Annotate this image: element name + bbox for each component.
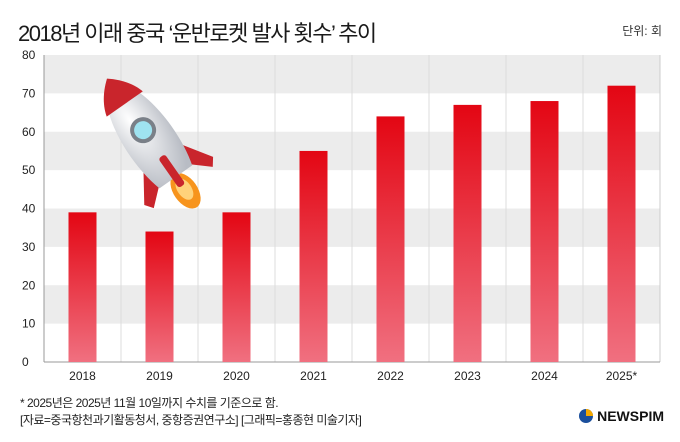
y-tick-label: 50 <box>22 163 36 177</box>
chart-title: 2018년 이래 중국 ‘운반로켓 발사 횟수’ 추이 <box>18 21 377 46</box>
y-tick-label: 20 <box>22 278 36 292</box>
y-tick-label: 30 <box>22 240 36 254</box>
rocket-illustration <box>103 78 214 209</box>
y-tick-label: 40 <box>22 202 36 216</box>
x-tick-label: 2020 <box>223 369 250 383</box>
logo-icon <box>579 409 594 423</box>
bar-2020 <box>222 212 251 362</box>
bar-2025 <box>607 85 636 362</box>
x-tick-label: 2025* <box>606 369 638 383</box>
bar-2019 <box>145 231 174 362</box>
x-tick-label: 2018 <box>69 369 96 383</box>
y-tick-label: 70 <box>22 86 36 100</box>
x-tick-label: 2023 <box>454 369 481 383</box>
y-tick-label: 60 <box>22 125 36 139</box>
y-tick-label: 10 <box>22 317 36 331</box>
bar-2024 <box>530 101 559 363</box>
unit-label: 단위: 회 <box>622 24 662 38</box>
bar-2022 <box>376 116 405 363</box>
y-tick-label: 0 <box>22 355 29 369</box>
x-tick-label: 2019 <box>146 369 173 383</box>
y-tick-label: 80 <box>22 48 36 62</box>
newspim-logo: NEWSPIM <box>578 408 664 424</box>
logo-text: NEWSPIM <box>597 408 664 424</box>
footnote: * 2025년은 2025년 11월 10일까지 수치를 기준으로 함. <box>20 396 279 410</box>
bar-2018 <box>68 212 97 362</box>
x-tick-label: 2021 <box>300 369 327 383</box>
bar-2021 <box>299 150 328 362</box>
bar-2023 <box>453 104 482 362</box>
x-tick-label: 2022 <box>377 369 404 383</box>
source-credit: [자료=중국항천과기활동청서, 중항증권연구소] [그래픽=홍종현 미술기자] <box>20 413 362 427</box>
x-tick-label: 2024 <box>531 369 558 383</box>
